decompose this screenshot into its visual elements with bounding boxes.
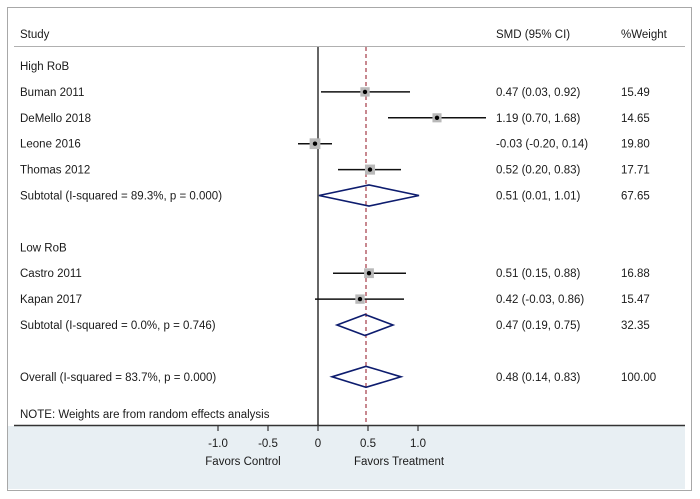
study-row: DeMello 2018 1.19 (0.70, 1.68) 14.65 (20, 113, 650, 125)
note-text: NOTE: Weights are from random effects an… (20, 409, 270, 421)
study-name: Castro 2011 (20, 268, 82, 280)
x-tick-label: 1.0 (410, 438, 426, 450)
study-weight: 16.88 (621, 268, 650, 280)
x-tick-label: 0 (315, 438, 321, 450)
study-smd-ci: -0.03 (-0.20, 0.14) (496, 139, 588, 151)
subtotal-diamond (334, 313, 396, 337)
study-weight: 14.65 (621, 113, 650, 125)
x-tick-label: 0.5 (360, 438, 376, 450)
study-smd-ci: 1.19 (0.70, 1.68) (496, 113, 581, 125)
subtotal-row: Subtotal (I-squared = 89.3%, p = 0.000) 0… (20, 184, 650, 207)
xlabel-favors-control: Favors Control (205, 456, 280, 468)
point-estimate (367, 167, 373, 172)
study-name: DeMello 2018 (20, 113, 91, 125)
study-row: Kapan 2017 0.42 (-0.03, 0.86) 15.47 (20, 294, 650, 306)
point-estimate (366, 271, 372, 276)
study-name: Leone 2016 (20, 139, 81, 151)
overall-smd-ci: 0.48 (0.14, 0.83) (496, 372, 581, 384)
x-tick-label: -0.5 (258, 438, 278, 450)
subtotal-diamond (318, 184, 420, 207)
reference-lines (317, 47, 367, 425)
group-heading: High RoB (20, 61, 70, 73)
header-smd: SMD (95% CI) (496, 29, 570, 41)
overall-row: Overall (I-squared = 83.7%, p = 0.000) 0.… (20, 365, 656, 389)
point-estimate (434, 115, 440, 121)
study-row: Castro 2011 0.51 (0.15, 0.88) 16.88 (20, 268, 650, 280)
header-weight: %Weight (621, 29, 668, 41)
header-study: Study (20, 29, 50, 41)
study-name: Kapan 2017 (20, 294, 82, 306)
subtotal-label: Subtotal (I-squared = 89.3%, p = 0.000) (20, 191, 222, 203)
study-weight: 15.49 (621, 87, 650, 99)
study-name: Buman 2011 (20, 87, 84, 99)
axis-panel (8, 426, 685, 489)
subtotal-smd-ci: 0.51 (0.01, 1.01) (496, 191, 581, 203)
study-row: Leone 2016 -0.03 (-0.20, 0.14) 19.80 (20, 138, 650, 151)
group-heading: Low RoB (20, 242, 67, 254)
study-smd-ci: 0.47 (0.03, 0.92) (496, 87, 581, 99)
overall-label: Overall (I-squared = 83.7%, p = 0.000) (20, 372, 216, 384)
x-axis: -1.0 -0.5 0 0.5 1.0 (208, 425, 426, 450)
study-smd-ci: 0.51 (0.15, 0.88) (496, 268, 581, 280)
study-weight: 17.71 (621, 165, 650, 177)
subtotal-weight: 32.35 (621, 320, 650, 332)
overall-weight: 100.00 (621, 372, 656, 384)
overall-diamond (329, 365, 404, 389)
plot-border (7, 7, 692, 491)
study-smd-ci: 0.42 (-0.03, 0.86) (496, 294, 584, 306)
study-row: Thomas 2012 0.52 (0.20, 0.83) 17.71 (20, 164, 650, 177)
point-estimate (357, 296, 363, 302)
point-estimate (362, 89, 368, 95)
subtotal-weight: 67.65 (621, 191, 650, 203)
point-estimate (312, 141, 318, 146)
study-weight: 15.47 (621, 294, 650, 306)
study-row: Buman 2011 0.47 (0.03, 0.92) 15.49 (20, 87, 650, 99)
xlabel-favors-treatment: Favors Treatment (354, 456, 445, 468)
subtotal-row: Subtotal (I-squared = 0.0%, p = 0.746) 0.… (20, 313, 650, 337)
x-tick-label: -1.0 (208, 438, 228, 450)
study-weight: 19.80 (621, 139, 650, 151)
study-name: Thomas 2012 (20, 165, 90, 177)
subtotal-label: Subtotal (I-squared = 0.0%, p = 0.746) (20, 320, 216, 332)
forest-rows: High RoB Buman 2011 0.47 (0.03, 0.92) 15.49… (20, 61, 656, 389)
subtotal-smd-ci: 0.47 (0.19, 0.75) (496, 320, 581, 332)
study-smd-ci: 0.52 (0.20, 0.83) (496, 165, 581, 177)
